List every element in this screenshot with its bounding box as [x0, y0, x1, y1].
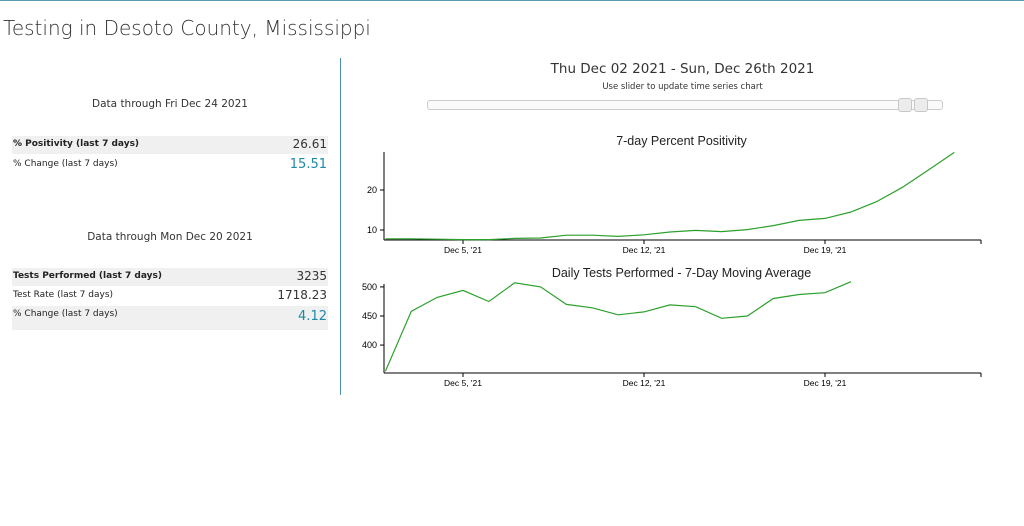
tests-data-date: Data through Mon Dec 20 2021 [87, 231, 253, 243]
time-range-slider[interactable] [427, 100, 943, 110]
tests-change-label: % Change (last 7 days) [13, 309, 118, 319]
test-rate-value: 1718.23 [277, 288, 327, 302]
tests-change-row: % Change (last 7 days) 4.12 [12, 306, 328, 330]
tests-series-line [384, 281, 852, 372]
positivity-change-value: 15.51 [289, 157, 327, 172]
tests-performed-value: 3235 [296, 269, 327, 283]
positivity-x-tick-label: Dec 5, '21 [444, 245, 482, 255]
tests-x-tick-label: Dec 19, '21 [804, 378, 847, 388]
tests-performed-row: Tests Performed (last 7 days) 3235 [12, 268, 328, 286]
slider-end-handle[interactable] [913, 98, 928, 112]
positivity-chart-title: 7-day Percent Positivity [616, 134, 747, 148]
positivity-x-tick-label: Dec 19, '21 [804, 245, 847, 255]
top-border [0, 0, 1024, 1]
tests-chart-title: Daily Tests Performed - 7-Day Moving Ave… [552, 266, 811, 280]
tests-y-tick-label: 450 [362, 311, 377, 321]
positivity-row: % Positivity (last 7 days) 26.61 [12, 136, 328, 154]
slider-start-handle[interactable] [897, 98, 912, 112]
positivity-label: % Positivity (last 7 days) [13, 139, 140, 149]
slider-help-text: Use slider to update time series chart [602, 82, 763, 92]
test-rate-row: Test Rate (last 7 days) 1718.23 [12, 287, 328, 305]
test-rate-label: Test Rate (last 7 days) [13, 290, 114, 300]
positivity-y-tick-label: 10 [367, 225, 377, 235]
tests-y-tick-label: 400 [362, 340, 377, 350]
tests-performed-label: Tests Performed (last 7 days) [13, 271, 162, 281]
positivity-x-tick-label: Dec 12, '21 [623, 245, 666, 255]
positivity-series-line [385, 151, 955, 241]
positivity-change-row: % Change (last 7 days) 15.51 [12, 156, 328, 174]
positivity-value: 26.61 [292, 137, 327, 151]
positivity-y-tick-label: 20 [367, 185, 377, 195]
tests-y-tick-label: 500 [362, 282, 377, 292]
positivity-data-date: Data through Fri Dec 24 2021 [92, 98, 248, 110]
page-title: Testing in Desoto County, Mississippi [3, 16, 371, 40]
tests-x-tick-label: Dec 5, '21 [444, 378, 482, 388]
positivity-change-label: % Change (last 7 days) [13, 159, 118, 169]
tests-x-tick-label: Dec 12, '21 [623, 378, 666, 388]
date-range-label: Thu Dec 02 2021 - Sun, Dec 26th 2021 [550, 61, 815, 77]
panel-divider [340, 58, 341, 395]
tests-change-value: 4.12 [298, 309, 327, 324]
